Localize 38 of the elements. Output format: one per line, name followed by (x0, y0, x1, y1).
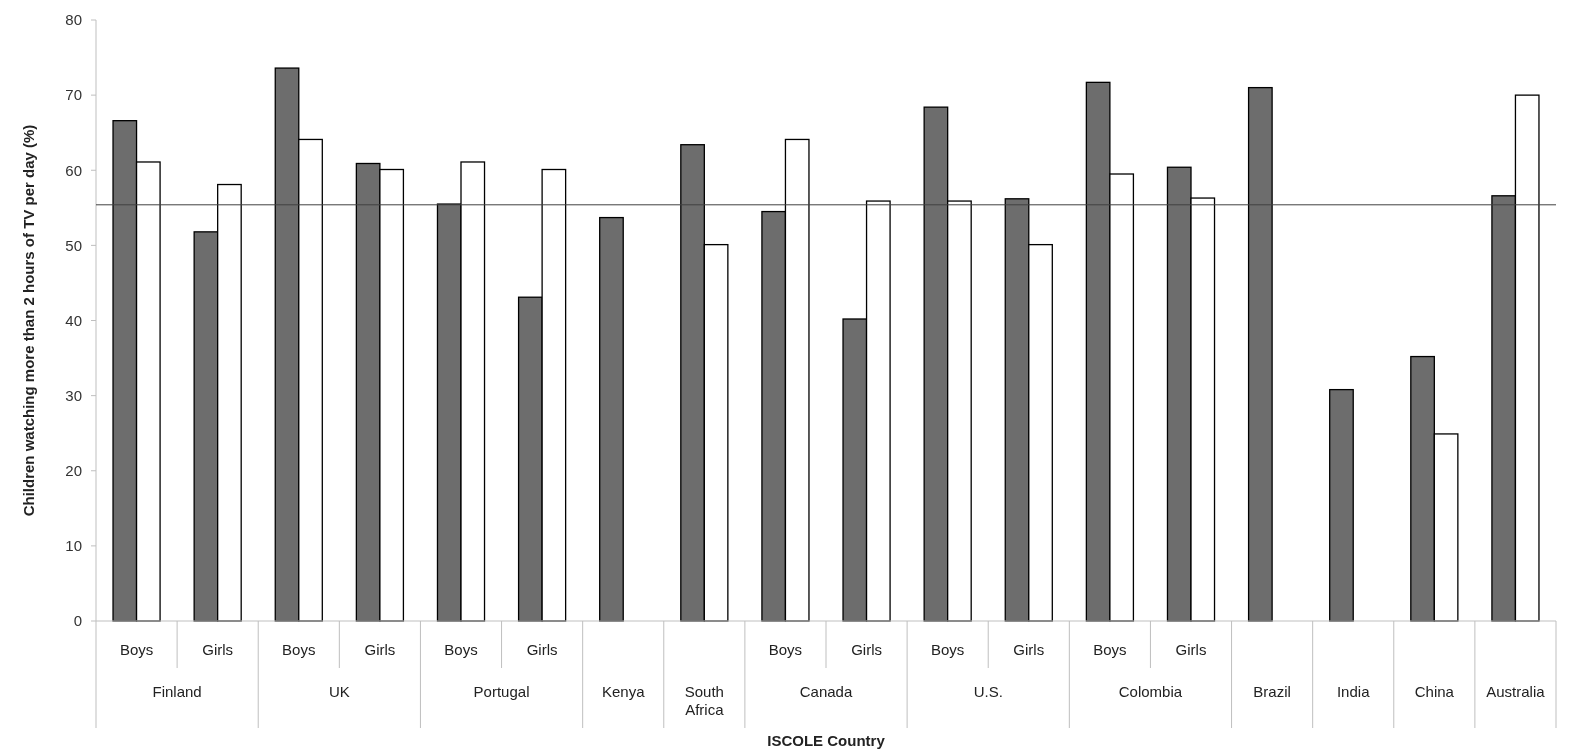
x-tick-label: Girls (526, 641, 558, 659)
text: Brazil (1253, 683, 1291, 701)
x-tick-label: Girls (364, 641, 396, 659)
x-tick-label: Boys (119, 641, 154, 659)
text: Colombia (1118, 683, 1183, 701)
y-tick-label: 0 (73, 612, 82, 630)
bar (1247, 86, 1273, 622)
bar (1329, 388, 1354, 622)
x-tick-label: Girls (851, 641, 882, 659)
text: U.S. (973, 683, 1003, 701)
y-tick-label: 10 (65, 537, 82, 555)
text: Kenya (601, 683, 646, 701)
y-tick-label: 50 (65, 236, 82, 254)
text: India (1336, 683, 1371, 701)
x-tick-label: Girls (1013, 641, 1045, 659)
text: Portugal (473, 683, 530, 701)
text: Australia (1486, 683, 1546, 701)
y-tick-label: 80 (65, 11, 82, 29)
text: Canada (799, 683, 853, 701)
text: South Africa (684, 683, 725, 719)
x-tick-label: Boys (282, 641, 316, 659)
x-tick-label: Girls (202, 641, 234, 659)
text: Finland (152, 683, 202, 701)
x-tick-label: Boys (1093, 641, 1127, 659)
x-tick-label: Boys (768, 641, 803, 659)
y-tick-label: 40 (65, 311, 82, 329)
y-tick-label: 20 (65, 462, 82, 479)
y-tick-label: 60 (65, 161, 82, 179)
y-tick-label: 30 (65, 386, 82, 404)
y-tick-label: 70 (65, 86, 82, 104)
y-axis-title: Children watching more than 2 hours of TV per day (%) (20, 124, 37, 517)
x-tick-label: Boys (930, 641, 965, 659)
text: China (1414, 683, 1455, 701)
x-tick-label: Boys (444, 641, 478, 659)
x-tick-label: Girls (1175, 641, 1207, 659)
x-axis-title: ISCOLE Country (767, 732, 886, 749)
text: UK (328, 683, 350, 701)
bar (599, 216, 624, 622)
